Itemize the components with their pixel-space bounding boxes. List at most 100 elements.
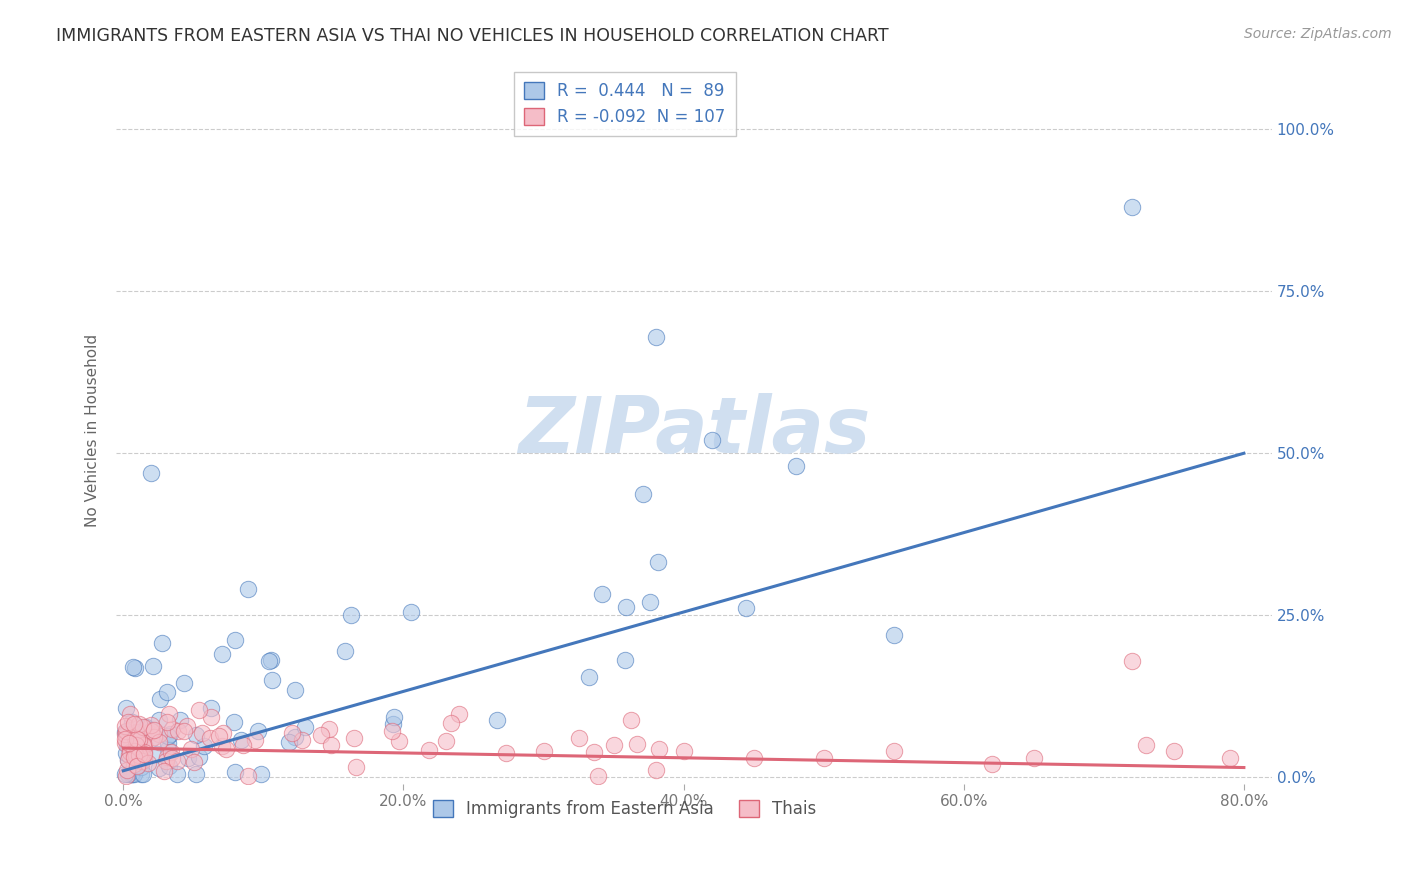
Point xyxy=(132,745,155,759)
Point xyxy=(162,722,184,736)
Point xyxy=(124,661,146,675)
Point xyxy=(141,723,163,737)
Point xyxy=(118,736,141,750)
Point xyxy=(211,647,233,661)
Point xyxy=(114,736,136,750)
Point xyxy=(150,636,173,650)
Point xyxy=(735,600,758,615)
Point xyxy=(157,735,180,749)
Point xyxy=(602,738,624,752)
Point xyxy=(281,726,304,740)
Point xyxy=(136,756,159,770)
Point xyxy=(245,733,267,747)
Point xyxy=(139,718,162,732)
Point xyxy=(155,754,177,768)
Point xyxy=(388,733,411,747)
Point xyxy=(148,714,170,728)
Point xyxy=(173,675,195,690)
Point xyxy=(486,713,509,727)
Point xyxy=(114,746,136,760)
Point xyxy=(129,767,152,781)
Point xyxy=(1022,751,1045,765)
Point xyxy=(187,750,209,764)
Point xyxy=(157,741,180,756)
Point xyxy=(883,744,905,758)
Point xyxy=(114,727,136,741)
Point xyxy=(156,729,179,743)
Point xyxy=(117,731,139,746)
Point xyxy=(277,735,299,749)
Point xyxy=(344,759,367,773)
Point xyxy=(159,727,181,741)
Point xyxy=(122,717,145,731)
Point xyxy=(180,741,202,756)
Point xyxy=(114,731,136,746)
Point xyxy=(672,744,695,758)
Text: ZIPatlas: ZIPatlas xyxy=(517,392,870,468)
Point xyxy=(399,605,422,619)
Point xyxy=(156,684,179,698)
Point xyxy=(614,599,637,614)
Point xyxy=(114,767,136,781)
Point xyxy=(125,759,148,773)
Point xyxy=(135,721,157,735)
Point xyxy=(318,723,340,737)
Point xyxy=(157,707,180,722)
Point xyxy=(533,744,555,758)
Point xyxy=(118,742,141,756)
Point xyxy=(283,683,305,698)
Point xyxy=(582,745,605,759)
Point xyxy=(1219,751,1241,765)
Point xyxy=(152,764,174,778)
Point xyxy=(155,715,177,730)
Point xyxy=(222,714,245,729)
Point xyxy=(1135,738,1157,752)
Point xyxy=(122,725,145,739)
Point xyxy=(211,726,233,740)
Point xyxy=(447,707,470,722)
Point xyxy=(118,745,141,759)
Point xyxy=(131,767,153,781)
Point xyxy=(339,608,361,623)
Point xyxy=(120,767,142,781)
Point xyxy=(284,730,307,744)
Point xyxy=(343,731,366,746)
Point xyxy=(883,628,905,642)
Point xyxy=(115,733,138,747)
Point xyxy=(122,767,145,781)
Point xyxy=(620,713,643,727)
Point xyxy=(131,754,153,768)
Point xyxy=(1121,200,1143,214)
Point xyxy=(139,723,162,738)
Point xyxy=(578,670,600,684)
Point xyxy=(980,757,1002,772)
Point xyxy=(129,760,152,774)
Point xyxy=(131,747,153,762)
Point xyxy=(215,741,238,756)
Point xyxy=(132,750,155,764)
Point xyxy=(132,739,155,753)
Point xyxy=(134,747,156,761)
Point xyxy=(309,728,332,742)
Point xyxy=(148,727,170,741)
Point xyxy=(229,733,252,747)
Point xyxy=(173,724,195,739)
Point xyxy=(166,755,188,769)
Text: Source: ZipAtlas.com: Source: ZipAtlas.com xyxy=(1244,27,1392,41)
Point xyxy=(186,728,208,742)
Point xyxy=(118,706,141,721)
Point xyxy=(176,719,198,733)
Point xyxy=(495,746,517,760)
Point xyxy=(335,644,357,658)
Point xyxy=(785,459,807,474)
Point xyxy=(294,720,316,734)
Point xyxy=(115,701,138,715)
Point xyxy=(139,732,162,747)
Point xyxy=(148,760,170,774)
Point xyxy=(238,769,260,783)
Point xyxy=(231,738,253,752)
Point xyxy=(148,735,170,749)
Point xyxy=(124,725,146,739)
Point xyxy=(156,750,179,764)
Point xyxy=(142,659,165,673)
